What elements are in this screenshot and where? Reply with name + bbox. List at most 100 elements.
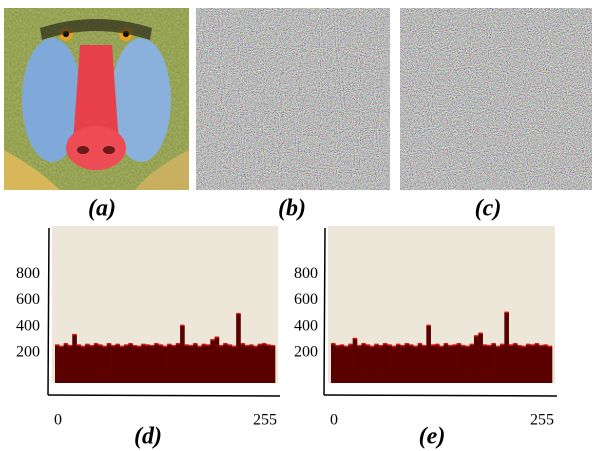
histogram-bar bbox=[391, 346, 397, 383]
histogram-bar bbox=[106, 343, 112, 383]
y-axis bbox=[47, 227, 50, 396]
histogram-bar bbox=[162, 346, 168, 383]
histogram-bar bbox=[448, 345, 453, 383]
y-tick-label: 200 bbox=[294, 344, 318, 361]
histogram-bar bbox=[111, 345, 116, 383]
histogram-bar bbox=[154, 343, 159, 383]
mandrill-image bbox=[4, 8, 189, 190]
cipher-image bbox=[400, 8, 592, 190]
histogram-bar bbox=[339, 345, 345, 383]
histogram-bar bbox=[201, 344, 207, 383]
histogram-bar bbox=[430, 345, 436, 383]
histogram-bar bbox=[335, 345, 340, 383]
histogram-bar bbox=[331, 343, 336, 383]
histogram-bar bbox=[244, 345, 250, 383]
histogram-bar bbox=[55, 345, 60, 383]
x-tick-label: 255 bbox=[530, 412, 554, 429]
cipher-image bbox=[196, 8, 390, 190]
histogram-bar bbox=[487, 345, 492, 383]
histogram-bar bbox=[452, 345, 457, 383]
histogram-bar bbox=[539, 345, 544, 383]
panel-label: (e) bbox=[419, 424, 446, 450]
histogram-bar bbox=[227, 345, 233, 383]
histogram-bar bbox=[482, 345, 488, 383]
histogram-bar bbox=[409, 345, 414, 383]
panel-label: (d) bbox=[134, 424, 162, 450]
histogram-bar bbox=[344, 346, 349, 383]
histogram-bar bbox=[128, 343, 133, 383]
histogram-bar bbox=[474, 335, 479, 383]
x-axis bbox=[47, 394, 281, 397]
histogram-bar bbox=[504, 312, 509, 383]
histogram-bar bbox=[223, 343, 228, 383]
x-tick-label: 0 bbox=[330, 412, 338, 429]
histogram-bar bbox=[89, 345, 95, 383]
histogram-bar bbox=[352, 338, 358, 383]
histogram-bar bbox=[521, 346, 527, 383]
histogram-bar bbox=[85, 344, 90, 383]
panel-label: (b) bbox=[278, 196, 306, 222]
histogram-bar bbox=[495, 346, 501, 383]
histogram-bar bbox=[530, 345, 535, 383]
histogram-bar bbox=[513, 343, 518, 383]
histogram-bar bbox=[262, 343, 267, 383]
y-tick-label: 400 bbox=[16, 317, 40, 334]
histogram-bar bbox=[491, 343, 496, 383]
histogram-bar bbox=[469, 344, 475, 383]
histogram-bar bbox=[365, 345, 371, 383]
histogram-bar bbox=[205, 345, 211, 383]
histogram-bar bbox=[231, 346, 237, 383]
histogram-bar bbox=[266, 345, 271, 383]
y-tick-label: 800 bbox=[16, 265, 40, 282]
histogram-bar bbox=[534, 343, 540, 383]
y-tick-label: 600 bbox=[16, 291, 40, 308]
histogram-bar bbox=[158, 345, 164, 383]
histogram-bar bbox=[387, 345, 392, 383]
histogram-bar bbox=[547, 346, 553, 383]
histogram-bar bbox=[149, 345, 155, 383]
histogram-bar bbox=[435, 344, 440, 383]
histogram-bar bbox=[240, 343, 246, 383]
histogram-bar bbox=[257, 344, 263, 383]
histogram-bar bbox=[171, 345, 177, 383]
histogram-bar bbox=[465, 346, 470, 383]
histogram-bar bbox=[396, 344, 401, 383]
histogram-bar bbox=[517, 345, 522, 383]
histogram-bar bbox=[119, 346, 125, 383]
panel-label: (a) bbox=[88, 196, 116, 222]
histogram-bar bbox=[193, 343, 198, 383]
histogram-bar bbox=[378, 345, 384, 383]
histogram-bar bbox=[141, 344, 146, 383]
histogram-bar bbox=[348, 344, 353, 383]
histogram-bar bbox=[218, 345, 224, 383]
histogram-bar bbox=[132, 345, 138, 383]
histogram-bar bbox=[175, 343, 181, 383]
histogram-bar bbox=[197, 346, 202, 383]
histogram-bar bbox=[374, 344, 379, 383]
histogram-bar bbox=[426, 325, 431, 383]
histogram-bar bbox=[145, 345, 151, 383]
histogram-bar bbox=[59, 346, 64, 383]
histogram-bar bbox=[404, 343, 410, 383]
histogram-bar bbox=[461, 345, 466, 383]
histogram-bar bbox=[184, 345, 190, 383]
histogram-bar bbox=[400, 345, 405, 383]
y-axis bbox=[323, 227, 326, 396]
x-tick-label: 0 bbox=[54, 412, 62, 429]
histogram-bar bbox=[188, 345, 194, 383]
histogram-bar bbox=[270, 345, 276, 383]
histogram-bar bbox=[136, 346, 142, 383]
histogram-bar bbox=[210, 339, 215, 383]
histogram-bar bbox=[508, 345, 514, 383]
histogram-bar bbox=[500, 344, 505, 383]
histogram-bar bbox=[102, 346, 108, 383]
histogram-bar bbox=[357, 345, 362, 383]
histogram-bar bbox=[439, 346, 444, 383]
histogram-bar bbox=[249, 345, 254, 383]
histogram-bar bbox=[76, 345, 82, 383]
panel-label: (c) bbox=[475, 196, 502, 222]
histogram-bar bbox=[383, 343, 388, 383]
histogram-bar bbox=[63, 343, 69, 383]
y-tick-label: 400 bbox=[294, 317, 318, 334]
y-tick-label: 800 bbox=[294, 265, 318, 282]
